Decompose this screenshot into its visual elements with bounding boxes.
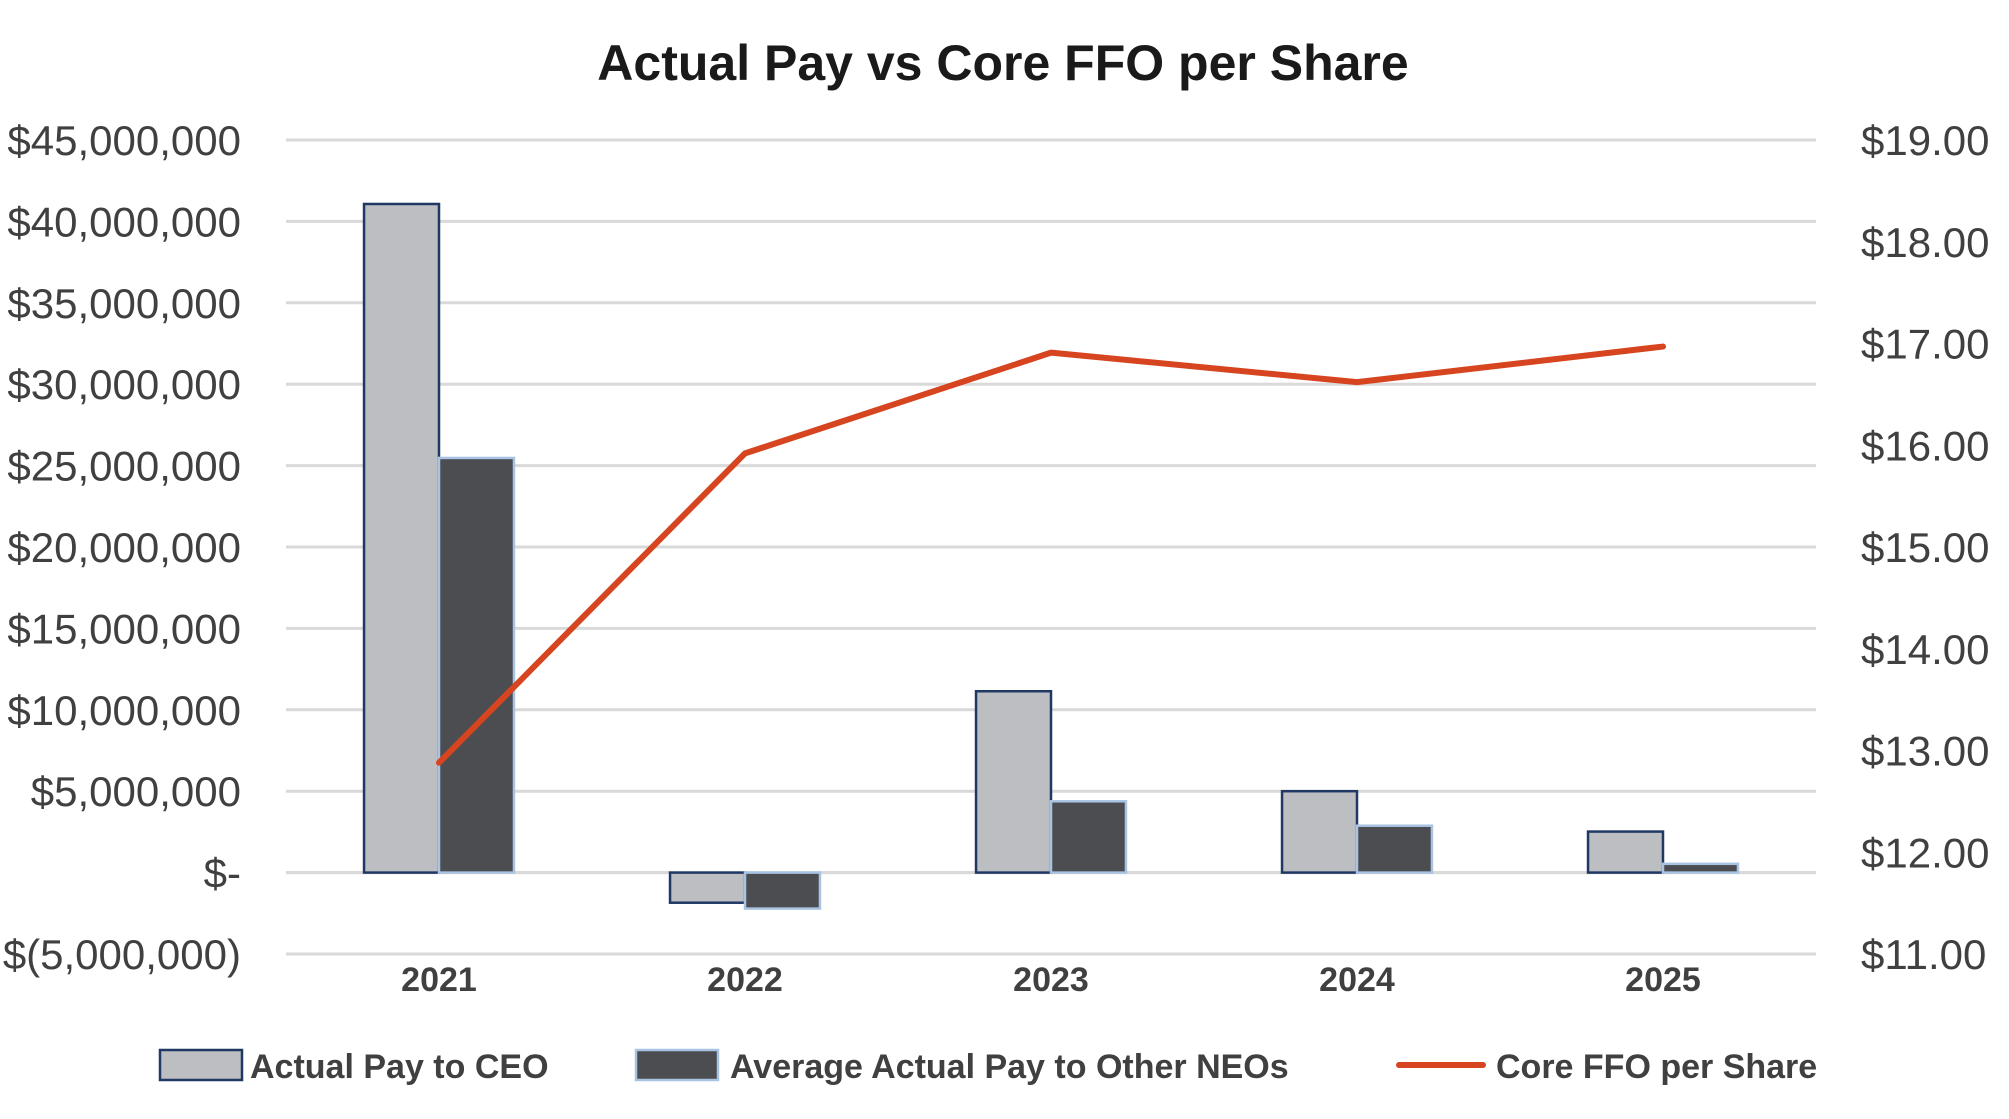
svg-text:$30,000,000: $30,000,000: [7, 361, 241, 408]
svg-text:Actual Pay to CEO: Actual Pay to CEO: [250, 1048, 549, 1086]
svg-text:$5,000,000: $5,000,000: [31, 768, 241, 815]
svg-text:2022: 2022: [707, 961, 783, 999]
svg-text:$13.00: $13.00: [1861, 728, 1989, 775]
svg-text:$18.00: $18.00: [1861, 219, 1989, 266]
svg-text:$(5,000,000): $(5,000,000): [3, 931, 241, 978]
svg-text:$16.00: $16.00: [1861, 422, 1989, 469]
svg-text:$10,000,000: $10,000,000: [7, 687, 241, 734]
svg-text:$19.00: $19.00: [1861, 117, 1989, 164]
svg-text:2023: 2023: [1013, 961, 1089, 999]
svg-text:$15.00: $15.00: [1861, 524, 1989, 571]
svg-text:2024: 2024: [1319, 961, 1395, 999]
svg-text:$14.00: $14.00: [1861, 626, 1989, 673]
svg-text:$20,000,000: $20,000,000: [7, 524, 241, 571]
svg-text:$25,000,000: $25,000,000: [7, 443, 241, 490]
svg-text:$35,000,000: $35,000,000: [7, 280, 241, 327]
svg-text:Average Actual Pay to Other NE: Average Actual Pay to Other NEOs: [730, 1048, 1289, 1086]
svg-text:$15,000,000: $15,000,000: [7, 605, 241, 652]
svg-text:2025: 2025: [1625, 961, 1701, 999]
svg-text:$11.00: $11.00: [1861, 931, 1986, 978]
svg-text:Core FFO per Share: Core FFO per Share: [1496, 1048, 1817, 1086]
svg-text:Actual Pay vs Core FFO per Sha: Actual Pay vs Core FFO per Share: [597, 35, 1408, 91]
svg-text:$17.00: $17.00: [1861, 321, 1989, 368]
svg-text:$45,000,000: $45,000,000: [7, 117, 241, 164]
svg-text:$-: $-: [204, 850, 241, 897]
svg-text:$40,000,000: $40,000,000: [7, 198, 241, 245]
svg-text:$12.00: $12.00: [1861, 829, 1989, 876]
svg-text:2021: 2021: [401, 961, 477, 999]
